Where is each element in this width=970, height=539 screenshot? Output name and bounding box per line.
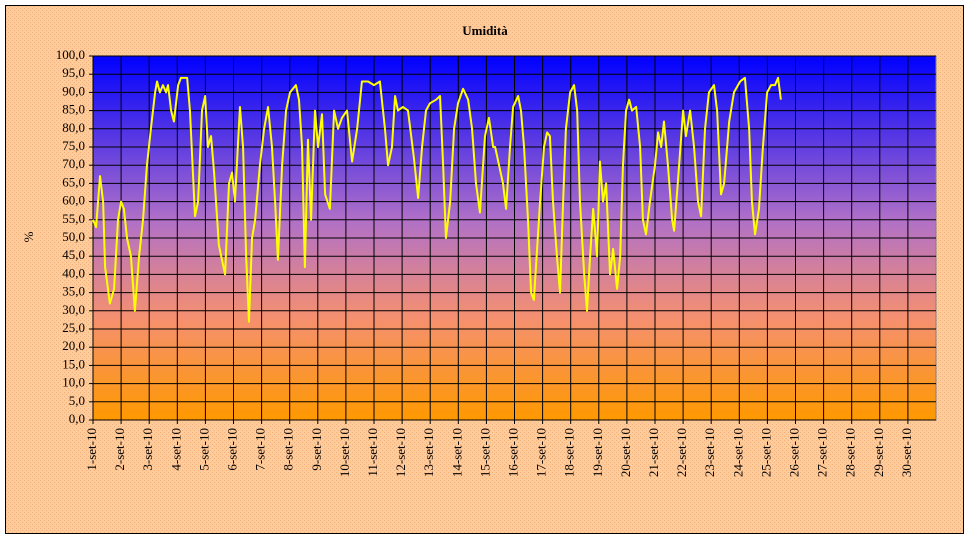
y-tick-label: 70,0 <box>62 156 85 171</box>
x-tick-label: 22-set-10 <box>674 428 689 477</box>
x-tick-label: 24-set-10 <box>730 428 745 477</box>
x-tick-label: 5-set-10 <box>196 428 211 471</box>
x-tick-label: 14-set-10 <box>449 428 464 477</box>
y-tick-label: 55,0 <box>62 211 85 226</box>
y-axis-label: % <box>21 231 36 242</box>
y-tick-label: 80,0 <box>62 120 85 135</box>
x-tick-label: 6-set-10 <box>224 428 239 471</box>
y-tick-label: 15,0 <box>62 356 85 371</box>
x-tick-label: 10-set-10 <box>337 428 352 477</box>
y-tick-label: 30,0 <box>62 302 85 317</box>
x-tick-label: 18-set-10 <box>562 428 577 477</box>
y-tick-label: 100,0 <box>56 47 85 62</box>
x-tick-label: 16-set-10 <box>505 428 520 477</box>
y-tick-label: 0,0 <box>69 411 85 426</box>
x-tick-label: 28-set-10 <box>843 428 858 477</box>
y-tick-label: 65,0 <box>62 174 85 189</box>
x-tick-label: 30-set-10 <box>899 428 914 477</box>
x-tick-label: 15-set-10 <box>477 428 492 477</box>
x-tick-label: 9-set-10 <box>309 428 324 471</box>
y-tick-label: 40,0 <box>62 265 85 280</box>
x-tick-label: 8-set-10 <box>281 428 296 471</box>
x-tick-label: 13-set-10 <box>421 428 436 477</box>
y-tick-label: 95,0 <box>62 65 85 80</box>
y-tick-label: 45,0 <box>62 247 85 262</box>
x-tick-label: 25-set-10 <box>758 428 773 477</box>
y-tick-label: 10,0 <box>62 375 85 390</box>
y-tick-label: 50,0 <box>62 229 85 244</box>
x-tick-label: 17-set-10 <box>534 428 549 477</box>
x-tick-label: 4-set-10 <box>168 428 183 471</box>
x-tick-label: 29-set-10 <box>871 428 886 477</box>
chart-title: Umidità <box>462 23 508 38</box>
x-tick-label: 12-set-10 <box>393 428 408 477</box>
y-tick-label: 90,0 <box>62 83 85 98</box>
x-tick-label: 7-set-10 <box>253 428 268 471</box>
y-tick-label: 85,0 <box>62 102 85 117</box>
x-tick-label: 19-set-10 <box>590 428 605 477</box>
x-tick-label: 21-set-10 <box>646 428 661 477</box>
x-tick-label: 2-set-10 <box>112 428 127 471</box>
y-tick-label: 60,0 <box>62 193 85 208</box>
y-tick-label: 35,0 <box>62 284 85 299</box>
x-tick-label: 1-set-10 <box>84 428 99 471</box>
y-tick-label: 5,0 <box>69 393 85 408</box>
x-tick-label: 20-set-10 <box>618 428 633 477</box>
x-tick-label: 11-set-10 <box>365 428 380 477</box>
y-tick-label: 75,0 <box>62 138 85 153</box>
x-tick-label: 3-set-10 <box>140 428 155 471</box>
x-tick-label: 23-set-10 <box>702 428 717 477</box>
y-tick-label: 25,0 <box>62 320 85 335</box>
x-tick-label: 26-set-10 <box>786 428 801 477</box>
data-line <box>92 76 782 323</box>
y-tick-label: 20,0 <box>62 338 85 353</box>
x-tick-label: 27-set-10 <box>815 428 830 477</box>
